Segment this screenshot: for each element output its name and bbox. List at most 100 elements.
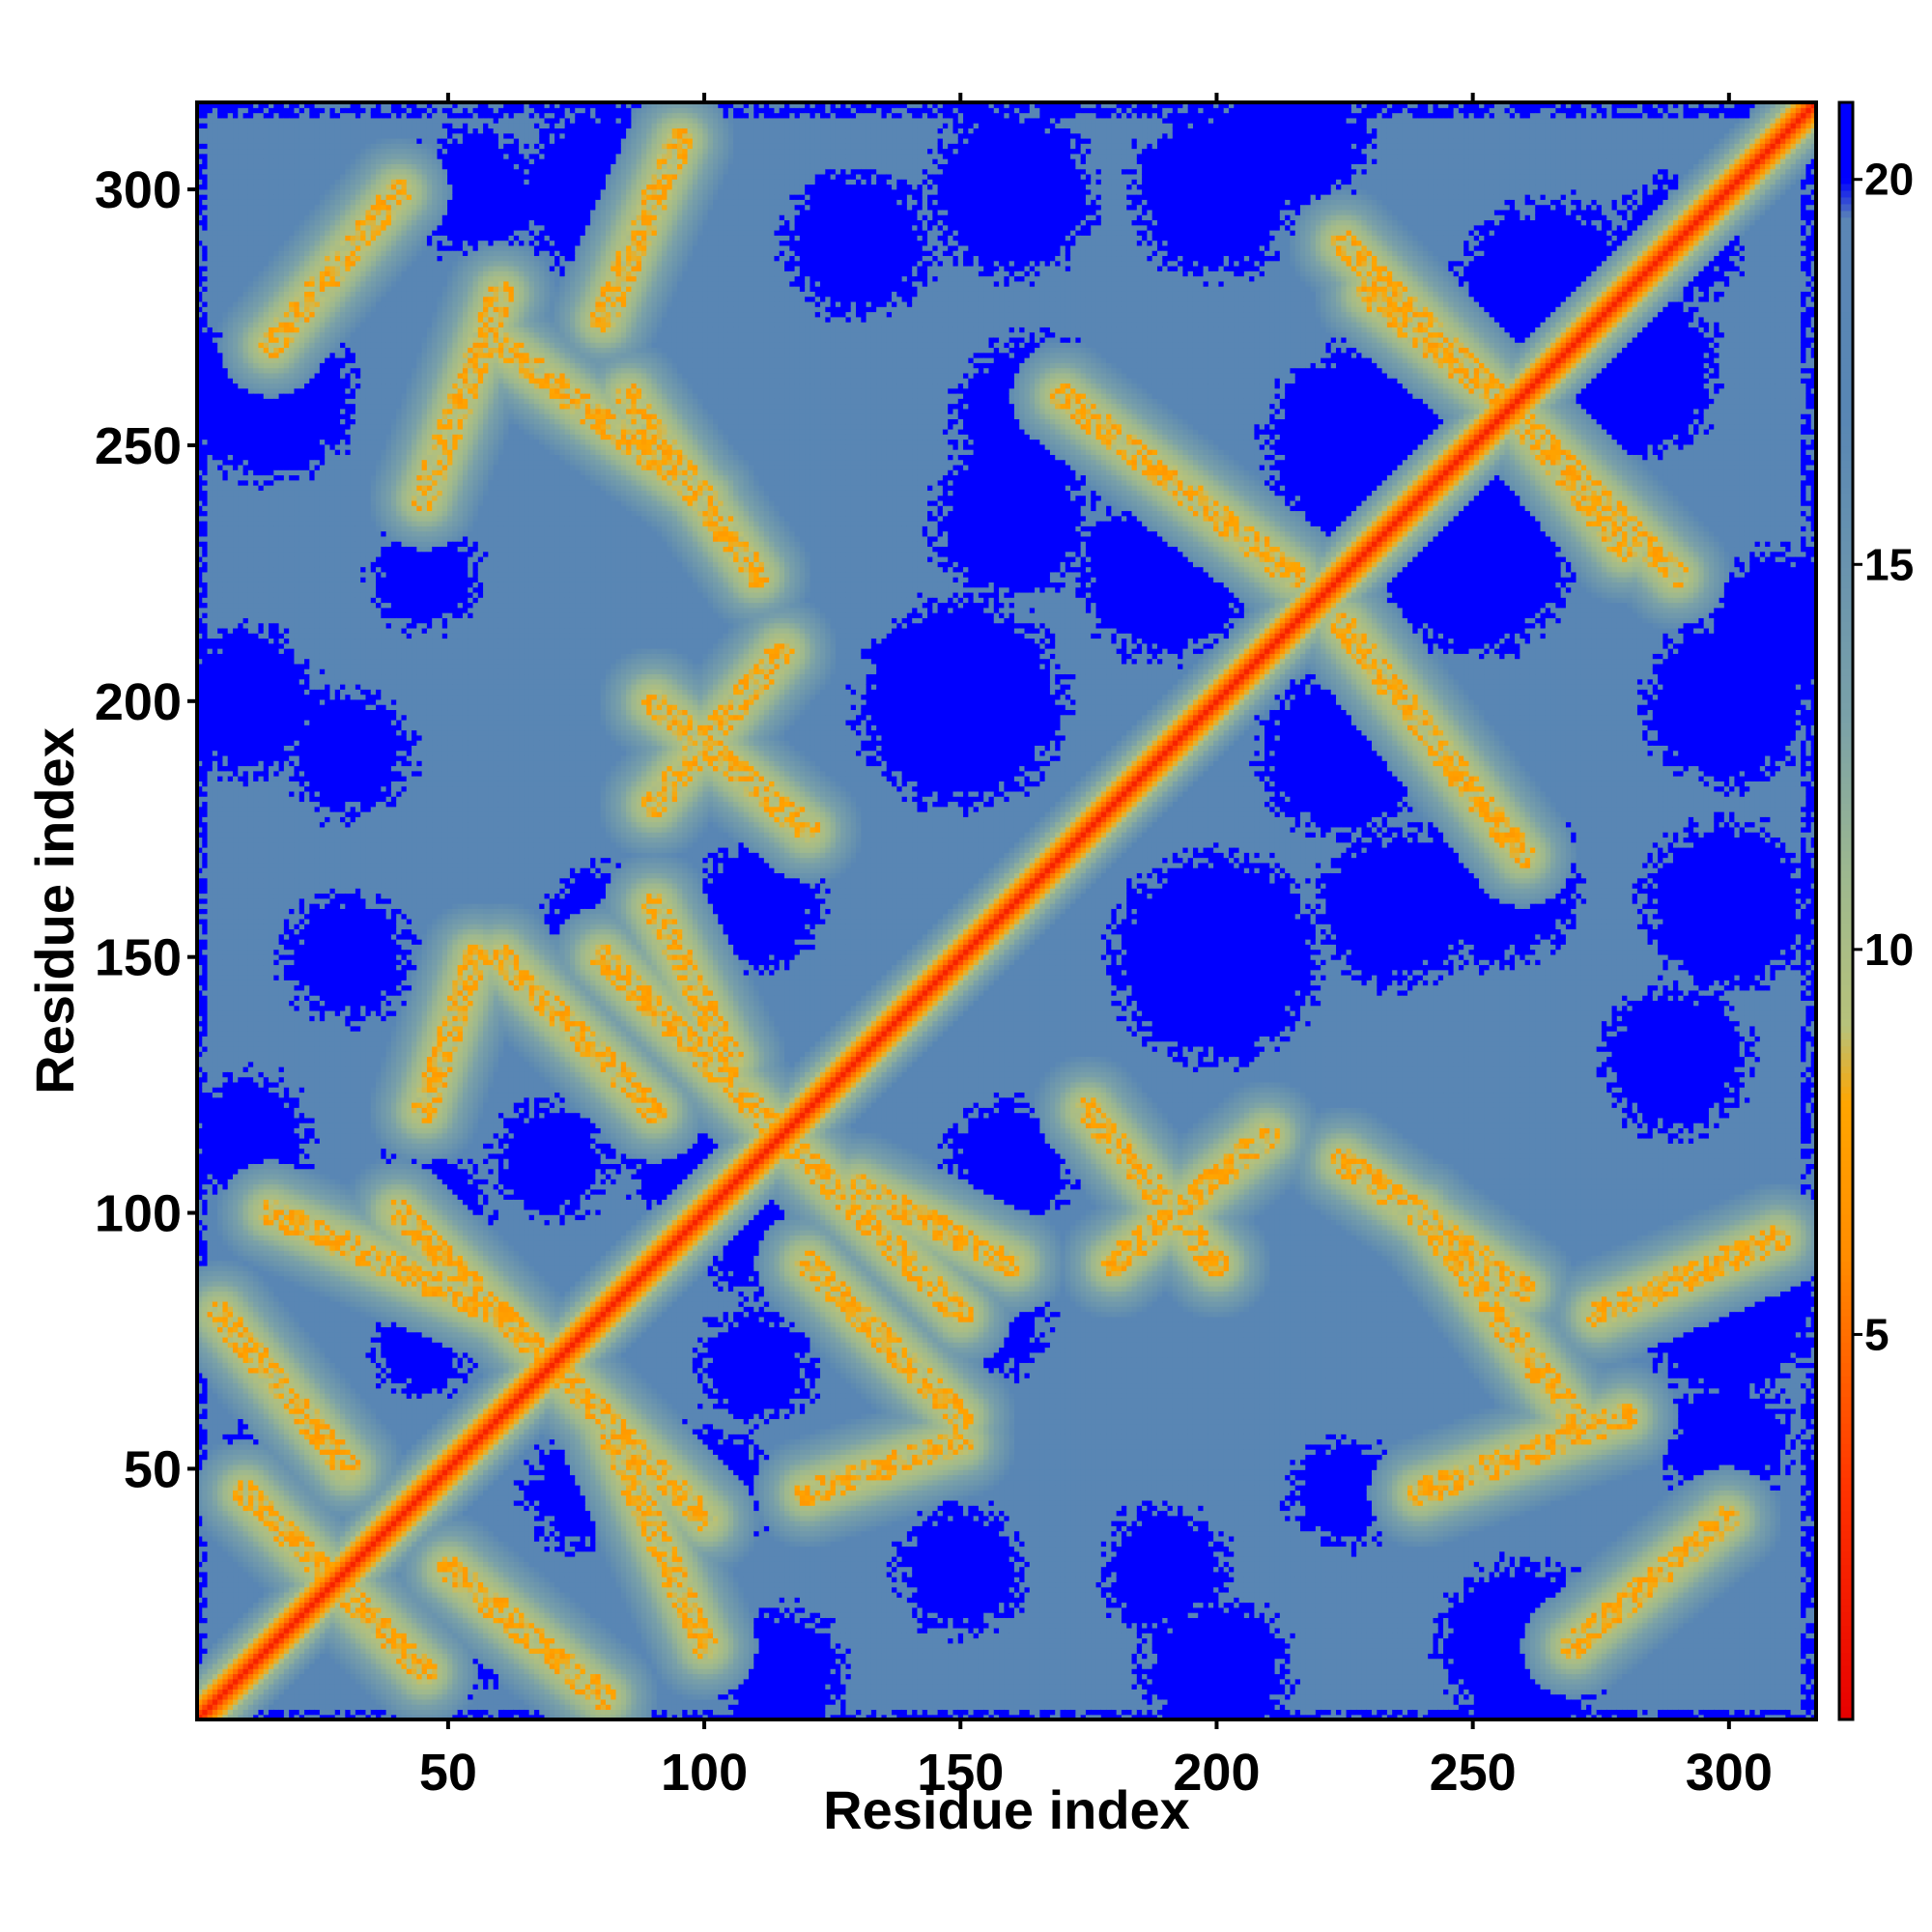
heatmap-cell — [213, 1699, 218, 1705]
heatmap-cell — [202, 531, 208, 537]
heatmap-cell — [208, 567, 213, 573]
heatmap-cell — [217, 312, 223, 318]
heatmap-cell — [213, 169, 218, 175]
heatmap-cell — [202, 1209, 208, 1215]
heatmap-cell — [202, 1214, 208, 1220]
heatmap-cell — [213, 154, 218, 159]
heatmap-cells — [197, 102, 1817, 1720]
heatmap-cell — [217, 852, 223, 858]
heatmap-cell — [222, 1036, 228, 1041]
heatmap-cell — [202, 418, 208, 424]
heatmap-cell — [213, 531, 218, 537]
heatmap-cell — [202, 1607, 208, 1613]
heatmap-cell — [222, 1219, 228, 1225]
heatmap-cell — [202, 1460, 208, 1465]
heatmap-cell — [217, 786, 223, 792]
heatmap-cell — [217, 194, 223, 200]
heatmap-cell — [208, 1572, 213, 1577]
heatmap-cell — [217, 1214, 223, 1220]
heatmap-cell — [217, 863, 223, 868]
heatmap-cell — [217, 189, 223, 195]
heatmap-cell — [217, 689, 223, 695]
heatmap-cell — [208, 1332, 213, 1338]
heatmap-cell — [213, 1653, 218, 1659]
heatmap-cell — [202, 1082, 208, 1088]
heatmap-cell — [217, 362, 223, 368]
heatmap-cell — [202, 863, 208, 868]
heatmap-cell — [208, 546, 213, 552]
heatmap-cell — [217, 751, 223, 756]
heatmap-cell — [202, 521, 208, 526]
heatmap-cell — [208, 755, 213, 761]
heatmap-cell — [217, 1046, 223, 1052]
heatmap-cell — [217, 1332, 223, 1338]
heatmap-cell — [213, 1495, 218, 1501]
heatmap-cell — [217, 842, 223, 848]
heatmap-cell — [202, 128, 208, 133]
heatmap-cell — [202, 205, 208, 211]
heatmap-cell — [222, 1149, 228, 1154]
heatmap-cell — [208, 317, 213, 323]
heatmap-cell — [217, 572, 223, 578]
heatmap-cell — [217, 561, 223, 567]
heatmap-cell — [213, 1689, 218, 1694]
heatmap-cell — [213, 1623, 218, 1629]
heatmap-cell — [202, 1337, 208, 1343]
heatmap-cell — [208, 822, 213, 828]
heatmap-cell — [213, 950, 218, 955]
heatmap-cell — [202, 898, 208, 904]
heatmap-cell — [208, 556, 213, 562]
heatmap-cell — [202, 444, 208, 450]
heatmap-cell — [217, 388, 223, 394]
heatmap-cell — [208, 1337, 213, 1343]
heatmap-cell — [202, 643, 208, 649]
heatmap-cell — [208, 1689, 213, 1694]
heatmap-cell — [208, 184, 213, 189]
heatmap-cell — [208, 1510, 213, 1516]
heatmap-cell — [213, 944, 218, 950]
heatmap-cell — [208, 858, 213, 864]
heatmap-cell — [217, 1469, 223, 1475]
heatmap-cell — [213, 597, 218, 603]
heatmap-cell — [202, 286, 208, 292]
heatmap-cell — [217, 766, 223, 772]
heatmap-cell — [208, 225, 213, 231]
heatmap-cell — [222, 1556, 228, 1562]
heatmap-cell — [217, 1317, 223, 1322]
heatmap-cell — [202, 1709, 208, 1715]
heatmap-cell — [217, 113, 223, 119]
heatmap-cell — [217, 1531, 223, 1537]
heatmap-cell — [202, 1633, 208, 1638]
heatmap-cell — [217, 393, 223, 399]
heatmap-cell — [208, 194, 213, 200]
heatmap-cell — [202, 985, 208, 991]
heatmap-cell — [208, 781, 213, 786]
heatmap-cell — [222, 1581, 228, 1587]
heatmap-cell — [213, 1352, 218, 1358]
heatmap-cell — [213, 699, 218, 705]
heatmap-cell — [208, 1480, 213, 1486]
heatmap-cell — [208, 1163, 213, 1169]
heatmap-cell — [208, 383, 213, 388]
heatmap-cell — [208, 342, 213, 348]
heatmap-cell — [202, 633, 208, 639]
heatmap-cell — [213, 1209, 218, 1215]
heatmap-cell — [217, 1567, 223, 1573]
heatmap-cell — [217, 1077, 223, 1083]
heatmap-cell — [208, 1057, 213, 1063]
heatmap-cell — [208, 357, 213, 363]
heatmap-cell — [208, 888, 213, 894]
heatmap-cell — [213, 1317, 218, 1322]
heatmap-cell — [202, 250, 208, 256]
heatmap-cell — [208, 536, 213, 542]
heatmap-cell — [202, 1404, 208, 1409]
heatmap-cell — [213, 673, 218, 679]
heatmap-cell — [217, 1205, 223, 1210]
heatmap-cell — [213, 250, 218, 256]
heatmap-cell — [217, 1454, 223, 1460]
heatmap-cell — [208, 368, 213, 374]
heatmap-cell — [202, 684, 208, 690]
heatmap-cell — [202, 1219, 208, 1225]
heatmap-cell — [213, 418, 218, 424]
heatmap-cell — [213, 219, 218, 225]
